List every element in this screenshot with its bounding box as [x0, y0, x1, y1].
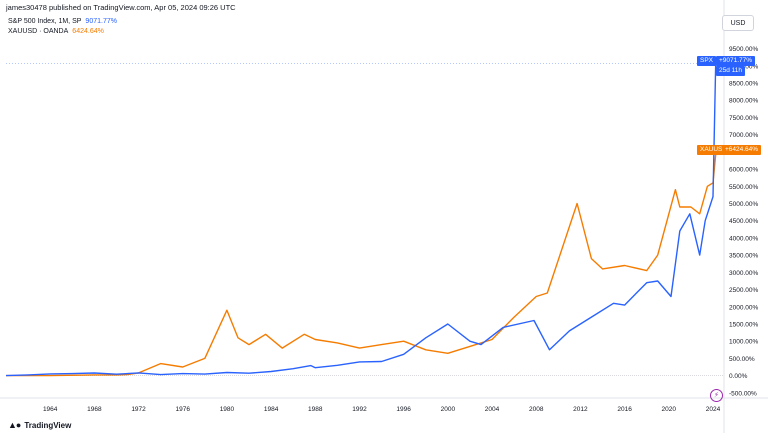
legend-spx-label: S&P 500 Index, 1M, SP: [8, 18, 82, 25]
y-tick-label: 6000.00%: [729, 167, 758, 174]
y-tick-label: 3000.00%: [729, 270, 758, 277]
y-tick-label: 4500.00%: [729, 218, 758, 225]
x-tick-label: 1980: [220, 406, 235, 413]
x-tick-label: 2008: [529, 406, 544, 413]
brand-label: TradingView: [24, 420, 72, 430]
legend-xau-label: XAUUSD · OANDA: [8, 28, 69, 35]
legend-xau-value: 6424.64%: [72, 28, 104, 35]
y-tick-label: 1000.00%: [729, 339, 758, 346]
y-tick-label: 5500.00%: [729, 184, 758, 191]
x-tick-label: 2000: [441, 406, 456, 413]
x-tick-label: 2004: [485, 406, 500, 413]
x-tick-label: 2020: [662, 406, 677, 413]
x-tick-label: 2016: [617, 406, 632, 413]
y-tick-label: 5000.00%: [729, 201, 758, 208]
series-line-xauusd: [6, 154, 717, 377]
y-tick-label: 8000.00%: [729, 98, 758, 105]
x-tick-label: 2024: [706, 406, 721, 413]
x-tick-label: 2012: [573, 406, 588, 413]
series-line-s-p-500-index: [5, 63, 717, 377]
x-tick-label: 1976: [176, 406, 191, 413]
x-tick-label: 1992: [352, 406, 367, 413]
legend-spx-value: 9071.77%: [85, 18, 117, 25]
legend-spx[interactable]: S&P 500 Index, 1M, SP 9071.77%: [8, 18, 117, 25]
y-tick-label: 2000.00%: [729, 304, 758, 311]
y-tick-label: 1500.00%: [729, 321, 758, 328]
y-tick-label: 3500.00%: [729, 253, 758, 260]
x-tick-label: 1988: [308, 406, 323, 413]
spx-symbol-badge: SPX: [697, 56, 717, 66]
spx-countdown-badge: 25d 11h: [716, 66, 746, 76]
y-tick-label: 4000.00%: [729, 235, 758, 242]
y-tick-label: -500.00%: [729, 390, 757, 397]
xau-symbol-badge: XAUUSD: [697, 145, 731, 155]
xau-value-badge: +6424.64%: [722, 145, 762, 155]
y-tick-label: 2500.00%: [729, 287, 758, 294]
spx-value-badge: +9071.77%: [716, 56, 756, 66]
x-tick-label: 1996: [396, 406, 411, 413]
legend-xau[interactable]: XAUUSD · OANDA 6424.64%: [8, 28, 104, 35]
lightning-icon[interactable]: ⚡: [710, 389, 723, 402]
y-tick-label: 8500.00%: [729, 81, 758, 88]
y-tick-label: 0.00%: [729, 373, 748, 380]
y-tick-label: 9500.00%: [729, 46, 758, 53]
y-tick-label: 7000.00%: [729, 132, 758, 139]
x-tick-label: 1968: [87, 406, 102, 413]
y-tick-label: 7500.00%: [729, 115, 758, 122]
tradingview-mark-icon: ▲●: [8, 420, 21, 430]
x-tick-label: 1964: [43, 406, 58, 413]
publisher-line: james30478 published on TradingView.com,…: [6, 3, 236, 12]
y-tick-label: 500.00%: [729, 356, 755, 363]
currency-button[interactable]: USD: [722, 15, 754, 31]
x-tick-label: 1984: [264, 406, 279, 413]
x-tick-label: 1972: [131, 406, 146, 413]
tradingview-logo: ▲● TradingView: [8, 420, 71, 430]
